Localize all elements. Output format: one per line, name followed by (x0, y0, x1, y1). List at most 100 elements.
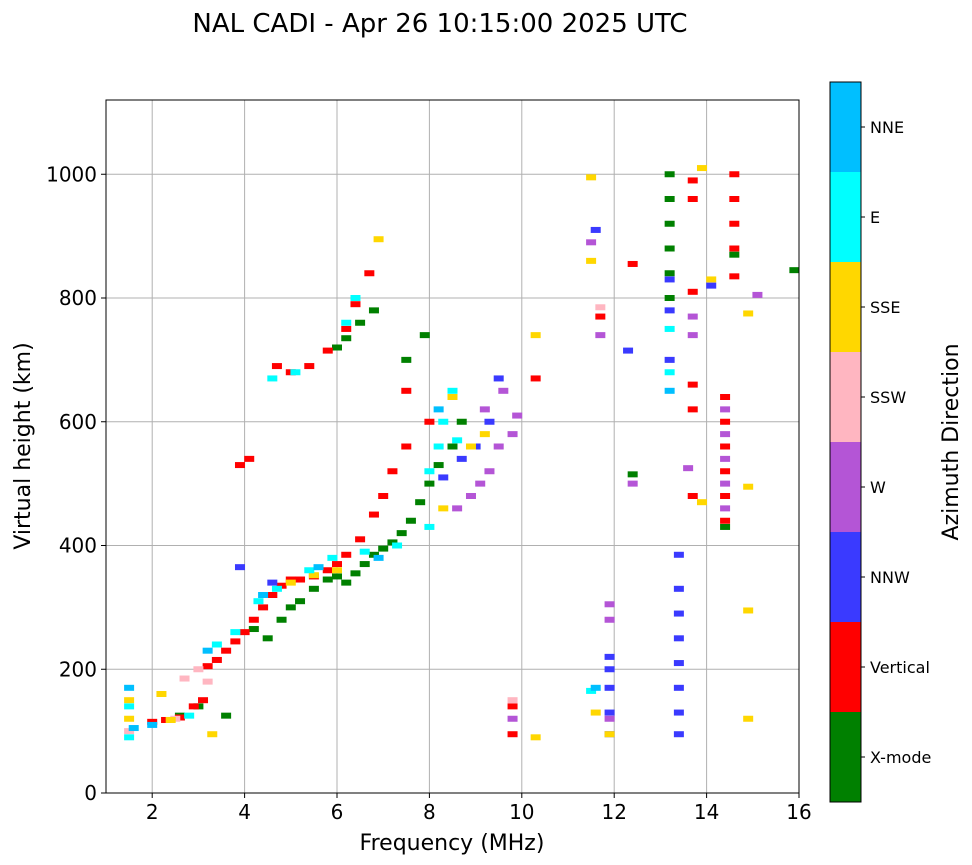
data-point (456, 418, 467, 425)
data-point (401, 387, 412, 394)
data-point (720, 523, 731, 530)
data-point (475, 480, 486, 487)
data-point (507, 431, 518, 438)
data-point (276, 616, 287, 623)
data-point (308, 585, 319, 592)
y-tick-label: 0 (84, 781, 97, 805)
data-point (664, 369, 675, 376)
data-point (285, 604, 296, 611)
data-point (683, 465, 694, 472)
data-point (341, 579, 352, 586)
data-point (405, 517, 416, 524)
data-point (124, 684, 135, 691)
data-point (586, 239, 597, 246)
data-point (604, 684, 615, 691)
data-point (673, 635, 684, 642)
x-tick-label: 6 (331, 800, 344, 824)
data-point (729, 171, 740, 178)
data-point (239, 629, 250, 636)
data-point (258, 592, 269, 598)
colorbar: X-mode Vertical NNW W SSW SSE E NNE (829, 81, 931, 803)
data-point (743, 607, 754, 614)
colorbar-tick-label: E (870, 208, 880, 227)
data-point (202, 663, 213, 670)
data-point (664, 387, 675, 394)
series-e (124, 295, 675, 741)
data-point (258, 604, 269, 611)
data-point (673, 551, 684, 558)
data-point (202, 647, 213, 654)
data-point (687, 177, 698, 184)
series-vertical (147, 171, 740, 738)
data-point (673, 684, 684, 691)
data-point (248, 626, 259, 633)
data-point (124, 715, 135, 722)
data-point (627, 471, 638, 478)
data-point (673, 731, 684, 738)
colorbar-segment (830, 82, 861, 172)
data-point (743, 715, 754, 722)
data-point (664, 196, 675, 202)
data-point (586, 174, 597, 181)
x-tick-label: 8 (423, 800, 436, 824)
colorbar-segment (830, 262, 861, 352)
series-nne (124, 387, 675, 732)
data-point (687, 332, 698, 339)
data-point (147, 721, 158, 728)
data-point (752, 291, 763, 298)
colorbar-segment (830, 442, 861, 532)
colorbar-segment (830, 352, 861, 442)
colorbar-segment (830, 172, 861, 262)
data-point (687, 381, 698, 388)
colorbar-tick-label: SSW (870, 388, 906, 407)
data-point (387, 539, 398, 546)
data-point (604, 731, 615, 738)
data-point (128, 725, 139, 732)
data-point (267, 592, 278, 598)
data-point (664, 220, 675, 227)
data-point (452, 437, 463, 444)
data-point (341, 319, 352, 326)
data-point (368, 307, 379, 314)
data-point (729, 196, 740, 202)
data-point (355, 319, 366, 326)
data-point (147, 718, 158, 725)
data-point (124, 728, 135, 735)
data-point (627, 260, 638, 267)
data-point (465, 443, 476, 450)
x-tick-label: 16 (786, 800, 811, 824)
data-point (211, 641, 222, 648)
y-axis-label: Virtual height (km) (11, 342, 36, 549)
data-point (664, 171, 675, 178)
data-point (530, 375, 541, 382)
data-point (590, 226, 601, 233)
data-point (424, 523, 435, 530)
data-point (271, 585, 282, 592)
data-point (401, 356, 412, 363)
data-point (720, 505, 731, 512)
data-point (664, 295, 675, 301)
data-point (743, 483, 754, 490)
data-point (604, 601, 615, 608)
data-point (498, 387, 509, 394)
y-tick-label: 400 (59, 534, 97, 558)
data-point (262, 635, 273, 642)
data-point (590, 684, 601, 691)
data-point (313, 564, 324, 571)
data-point (595, 332, 606, 339)
data-point (308, 572, 319, 579)
data-point (720, 480, 731, 487)
data-point (720, 468, 731, 475)
data-point (424, 418, 435, 425)
data-point (590, 709, 601, 716)
data-point (332, 561, 342, 568)
data-point (530, 332, 541, 339)
data-point (359, 548, 370, 555)
data-point (438, 505, 449, 512)
data-point (627, 480, 638, 487)
data-point (438, 418, 449, 425)
data-point (373, 236, 384, 243)
x-tick-label: 4 (238, 800, 251, 824)
data-point (179, 675, 190, 682)
